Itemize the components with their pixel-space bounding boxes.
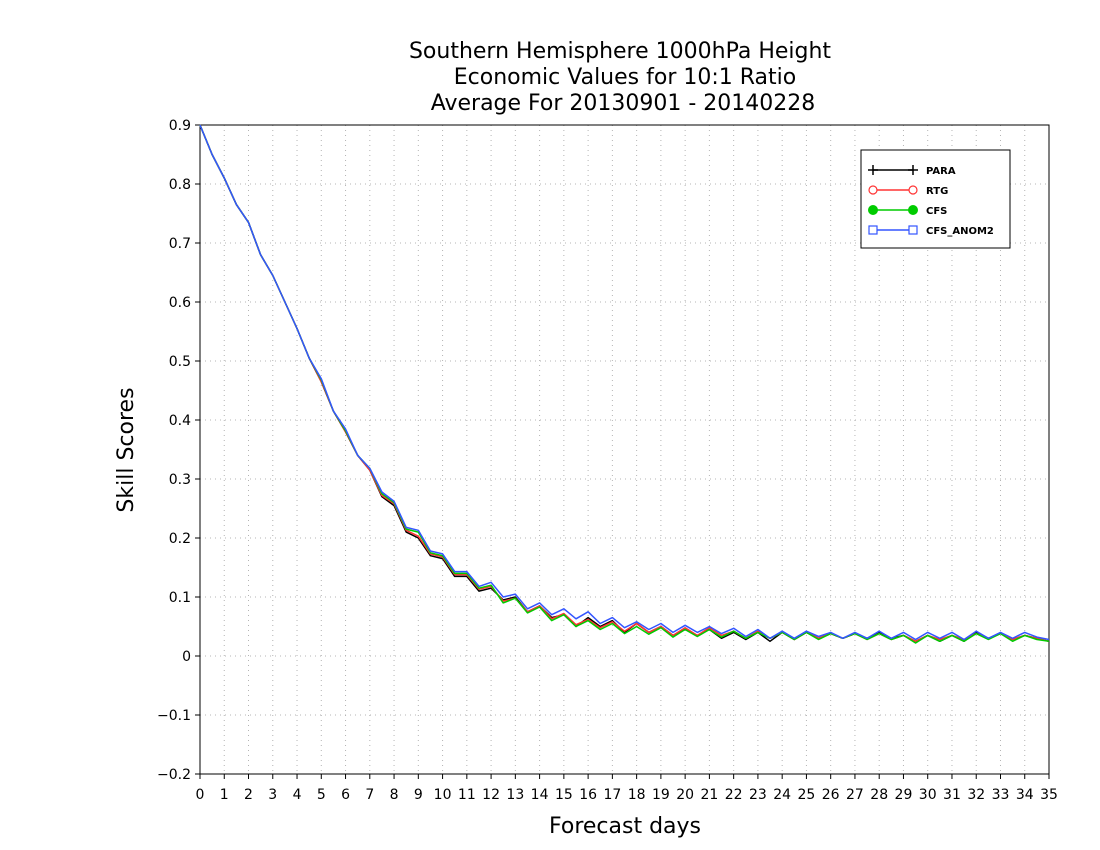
chart-title: Southern Hemisphere 1000hPa Height Econo… [409,39,831,116]
x-tick-label: 10 [434,787,452,803]
x-tick-label: 33 [992,787,1010,803]
legend-marker-circle [908,185,918,195]
x-tick-label: 18 [628,787,646,803]
x-tick-label: 25 [798,787,816,803]
legend: PARA RTG CFS CFS_ANOM2 [860,149,1011,249]
y-tick-label: −0.2 [157,767,191,783]
x-tick-label: 29 [895,787,913,803]
y-tick-label: 0.4 [169,413,191,429]
legend-label: RTG [926,186,948,197]
x-tick-label: 7 [365,787,374,803]
y-tick-label: 0.1 [169,590,191,606]
x-tick-label: 12 [482,787,500,803]
y-axis-label: Skill Scores [114,387,139,512]
legend-label: CFS [926,206,947,217]
legend-item-para: PARA [868,165,956,177]
legend-item-cfs: CFS [868,205,947,217]
x-tick-label: 22 [725,787,743,803]
legend-marker-dot [868,205,878,215]
x-tick-label: 20 [676,787,694,803]
x-axis-ticks: 0 1 2 3 4 5 6 7 8 9 10 11 12 13 14 15 16 17 18 19 20 21 22 23 24… [196,774,1058,803]
legend-marker-plus [908,165,918,175]
x-tick-label: 17 [603,787,621,803]
x-tick-label: 11 [458,787,476,803]
legend-box [860,149,1011,249]
x-tick-label: 27 [846,787,864,803]
x-tick-label: 23 [749,787,767,803]
y-tick-label: 0.8 [169,177,191,193]
x-tick-label: 24 [773,787,791,803]
title-line-3: Average For 20130901 - 20140228 [431,91,816,116]
x-tick-label: 19 [652,787,670,803]
x-tick-label: 28 [870,787,888,803]
x-tick-label: 14 [531,787,549,803]
y-tick-label: 0 [182,649,191,665]
legend-marker-square [868,225,878,235]
x-tick-label: 26 [822,787,840,803]
legend-marker-dot [908,205,918,215]
x-tick-label: 16 [579,787,597,803]
legend-item-rtg: RTG [868,185,948,197]
x-tick-label: 13 [506,787,524,803]
y-tick-label: 0.2 [169,531,191,547]
x-tick-label: 21 [700,787,718,803]
y-tick-label: 0.9 [169,118,191,134]
series-lines [199,124,1050,644]
title-line-1: Southern Hemisphere 1000hPa Height [409,39,831,64]
x-tick-label: 9 [414,787,423,803]
x-tick-label: 6 [341,787,350,803]
x-tick-label: 35 [1040,787,1058,803]
series-line-cfs-anom2 [199,124,1050,641]
legend-marker-plus [868,165,878,175]
x-tick-label: 32 [967,787,985,803]
y-axis-ticks: −0.2 −0.1 0 0.1 0.2 0.3 0.4 0.5 0.6 0.7 0.8 0.9 [157,118,200,783]
legend-label: PARA [926,166,956,177]
legend-label: CFS_ANOM2 [926,226,994,237]
x-tick-label: 15 [555,787,573,803]
title-line-2: Economic Values for 10:1 Ratio [454,65,796,90]
legend-item-cfs-anom2: CFS_ANOM2 [868,225,994,237]
x-axis-label: Forecast days [549,814,701,839]
y-tick-label: 0.7 [169,236,191,252]
x-tick-label: 31 [943,787,961,803]
x-tick-label: 1 [220,787,229,803]
y-tick-label: 0.3 [169,472,191,488]
gridlines [200,125,1049,774]
legend-marker-square [908,225,918,235]
y-tick-label: −0.1 [157,708,191,724]
x-tick-label: 2 [244,787,253,803]
x-tick-label: 8 [390,787,399,803]
y-tick-label: 0.5 [169,354,191,370]
x-tick-label: 30 [919,787,937,803]
y-tick-label: 0.6 [169,295,191,311]
x-tick-label: 4 [293,787,302,803]
x-tick-label: 0 [196,787,205,803]
x-tick-label: 3 [268,787,277,803]
plot-frame [199,124,1050,775]
legend-marker-circle [868,185,878,195]
x-tick-label: 34 [1016,787,1034,803]
x-tick-label: 5 [317,787,326,803]
